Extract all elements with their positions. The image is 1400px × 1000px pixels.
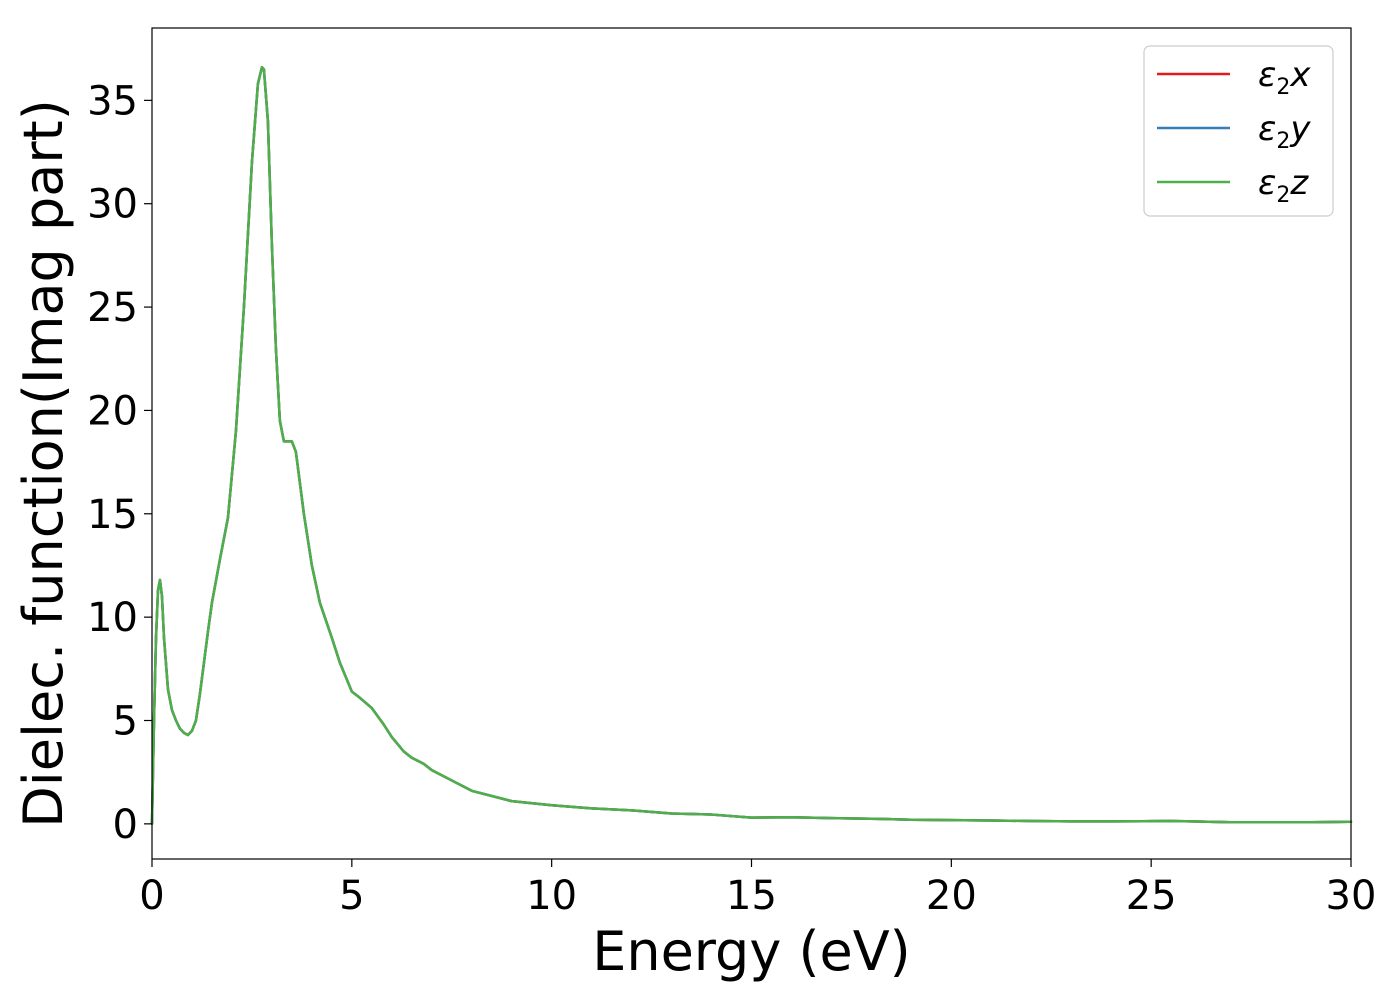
y-tick-label: 35	[87, 78, 138, 124]
x-tick-label: 5	[339, 873, 364, 919]
x-axis-ticks: 0 5 10 15 20 25 30	[139, 859, 1376, 919]
x-axis-label: Energy (eV)	[592, 920, 911, 983]
legend-variable: z	[1289, 163, 1309, 203]
legend-subscript: 2	[1276, 129, 1290, 154]
plot-lines	[150, 66, 1353, 826]
y-tick-label: 25	[87, 285, 138, 331]
legend-symbol: ε	[1258, 163, 1276, 203]
y-axis-label: Dielec. function(Imag part)	[12, 99, 75, 828]
legend-label-x: ε2x	[1258, 55, 1311, 100]
series-line-z	[150, 66, 1353, 826]
legend-label-z: ε2z	[1258, 163, 1309, 208]
legend-box	[1143, 45, 1334, 217]
x-tick-label: 30	[1326, 873, 1377, 919]
x-tick-label: 25	[1126, 873, 1177, 919]
legend-symbol: ε	[1258, 109, 1276, 149]
legend-variable: y	[1289, 109, 1311, 149]
legend-subscript: 2	[1276, 75, 1290, 100]
y-tick-label: 15	[87, 492, 138, 538]
x-tick-label: 15	[726, 873, 777, 919]
x-tick-label: 20	[926, 873, 977, 919]
legend-variable: x	[1289, 55, 1311, 95]
legend-label-y: ε2y	[1258, 109, 1311, 154]
y-tick-label: 20	[87, 388, 138, 434]
legend-subscript: 2	[1276, 183, 1290, 208]
legend-symbol: ε	[1258, 55, 1276, 95]
x-tick-label: 0	[139, 873, 164, 919]
y-tick-label: 30	[87, 182, 138, 228]
y-tick-label: 5	[113, 699, 138, 745]
y-tick-label: 0	[113, 802, 138, 848]
x-tick-label: 10	[526, 873, 577, 919]
y-tick-label: 10	[87, 595, 138, 641]
y-axis-ticks: 0 5 10 15 20 25 30 35	[87, 78, 152, 848]
